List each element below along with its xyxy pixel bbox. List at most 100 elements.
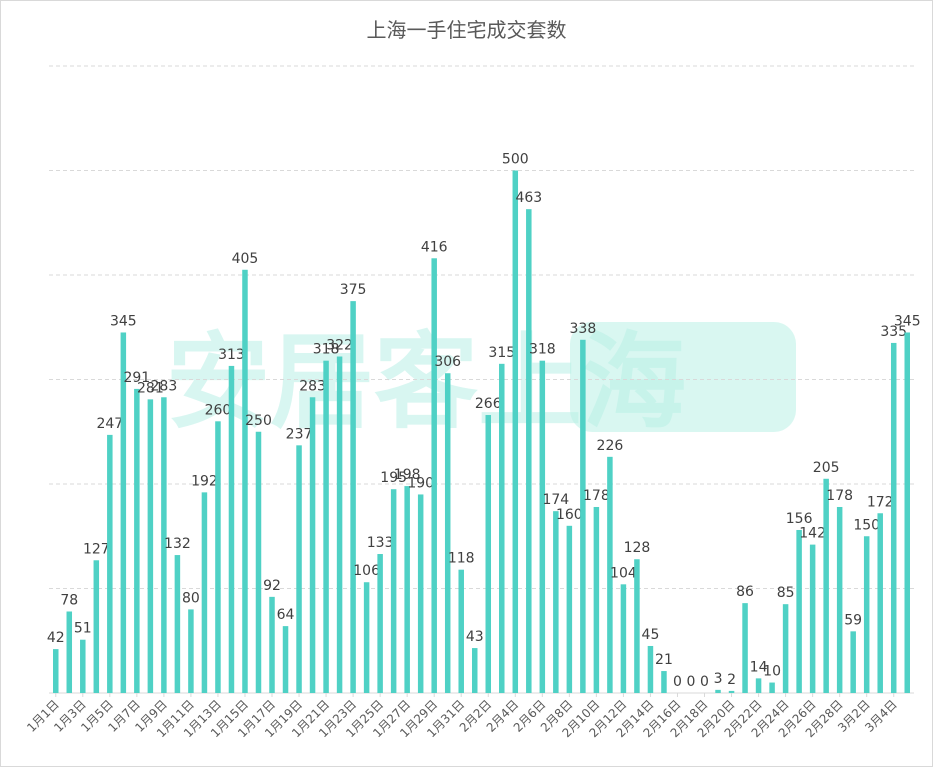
- data-label: 178: [826, 488, 853, 504]
- data-label: 318: [313, 342, 340, 358]
- data-label: 205: [813, 460, 840, 476]
- data-label: 322: [326, 338, 353, 354]
- bar: [363, 582, 370, 693]
- data-label: 14: [750, 659, 768, 675]
- data-label: 338: [570, 321, 597, 337]
- data-label: 150: [853, 517, 880, 533]
- data-label: 156: [786, 511, 813, 527]
- bar: [174, 555, 181, 693]
- bar: [458, 569, 464, 693]
- bar: [755, 678, 762, 693]
- data-label: 106: [353, 563, 380, 579]
- data-label: 250: [245, 413, 272, 429]
- data-label: 51: [74, 621, 92, 637]
- data-label: 45: [642, 627, 660, 643]
- data-label: 172: [867, 494, 894, 510]
- bar: [661, 671, 667, 693]
- bar: [823, 478, 829, 693]
- data-label: 345: [110, 313, 137, 329]
- bar: [431, 258, 437, 693]
- chart-title: 上海一手住宅成交套数: [366, 18, 567, 42]
- bar: [269, 596, 275, 693]
- data-label: 281: [137, 380, 164, 396]
- bar: [769, 682, 775, 693]
- bar: [66, 611, 73, 693]
- bar: [161, 397, 167, 693]
- bar: [255, 431, 262, 693]
- data-label: 0: [700, 674, 709, 690]
- data-label: 318: [529, 342, 556, 358]
- watermark-text: 安居客上海: [166, 321, 686, 436]
- bar: [485, 415, 492, 693]
- bar: [539, 360, 546, 693]
- bar: [863, 536, 870, 693]
- bar: [728, 690, 735, 693]
- bar: [53, 649, 59, 693]
- bar: [444, 373, 451, 693]
- data-label: 178: [583, 488, 610, 504]
- bar: [93, 560, 100, 693]
- data-label: 416: [421, 239, 448, 255]
- bar: [890, 342, 897, 693]
- bar: [620, 584, 627, 693]
- data-label: 313: [218, 347, 245, 363]
- bar: [390, 489, 397, 693]
- bar: [188, 609, 194, 693]
- bar: [647, 645, 654, 693]
- data-label: 237: [286, 426, 313, 442]
- bar: [526, 209, 532, 694]
- bar: [593, 506, 600, 693]
- data-label: 226: [597, 438, 624, 454]
- data-label: 132: [164, 536, 191, 552]
- data-label: 375: [340, 282, 367, 298]
- data-label: 78: [60, 592, 78, 608]
- data-label: 283: [151, 378, 178, 394]
- bar: [377, 554, 383, 693]
- bar: [147, 399, 154, 693]
- data-label: 10: [763, 664, 781, 680]
- data-label: 104: [610, 565, 637, 581]
- data-label: 306: [434, 354, 461, 370]
- data-label: 133: [367, 535, 394, 551]
- data-label: 315: [488, 345, 515, 361]
- data-label: 192: [191, 473, 218, 489]
- bar: [742, 603, 748, 693]
- bar: [134, 388, 140, 693]
- bar: [634, 559, 640, 693]
- bar: [796, 529, 802, 693]
- bar: [877, 513, 883, 693]
- bar: [782, 604, 789, 693]
- bar: [580, 339, 586, 693]
- data-label: 59: [844, 612, 862, 628]
- data-label: 160: [556, 507, 583, 523]
- data-label: 64: [277, 607, 295, 623]
- data-label: 128: [624, 540, 651, 556]
- bar: [471, 648, 478, 693]
- bar: [336, 356, 343, 693]
- bar: [201, 492, 208, 693]
- data-label: 142: [799, 526, 826, 542]
- data-label: 463: [515, 190, 542, 206]
- bar: [553, 511, 559, 693]
- bar: [309, 397, 316, 693]
- bar: [566, 525, 573, 693]
- data-label: 80: [182, 590, 200, 606]
- bar: [607, 456, 613, 693]
- bar: [296, 445, 302, 693]
- watermark-badge: [570, 322, 796, 432]
- data-label: 500: [502, 152, 529, 168]
- data-label: 3: [714, 671, 723, 687]
- bar: [107, 434, 113, 693]
- data-label: 405: [232, 251, 259, 267]
- data-label: 283: [299, 378, 326, 394]
- bar: [715, 689, 721, 693]
- bar: [80, 639, 86, 693]
- data-label: 266: [475, 396, 502, 412]
- bar: [417, 494, 424, 693]
- data-label: 198: [394, 467, 421, 483]
- data-label: 0: [673, 674, 682, 690]
- data-label: 21: [655, 652, 673, 668]
- data-label: 127: [83, 541, 110, 557]
- bar: [228, 365, 235, 693]
- data-label: 85: [777, 585, 795, 601]
